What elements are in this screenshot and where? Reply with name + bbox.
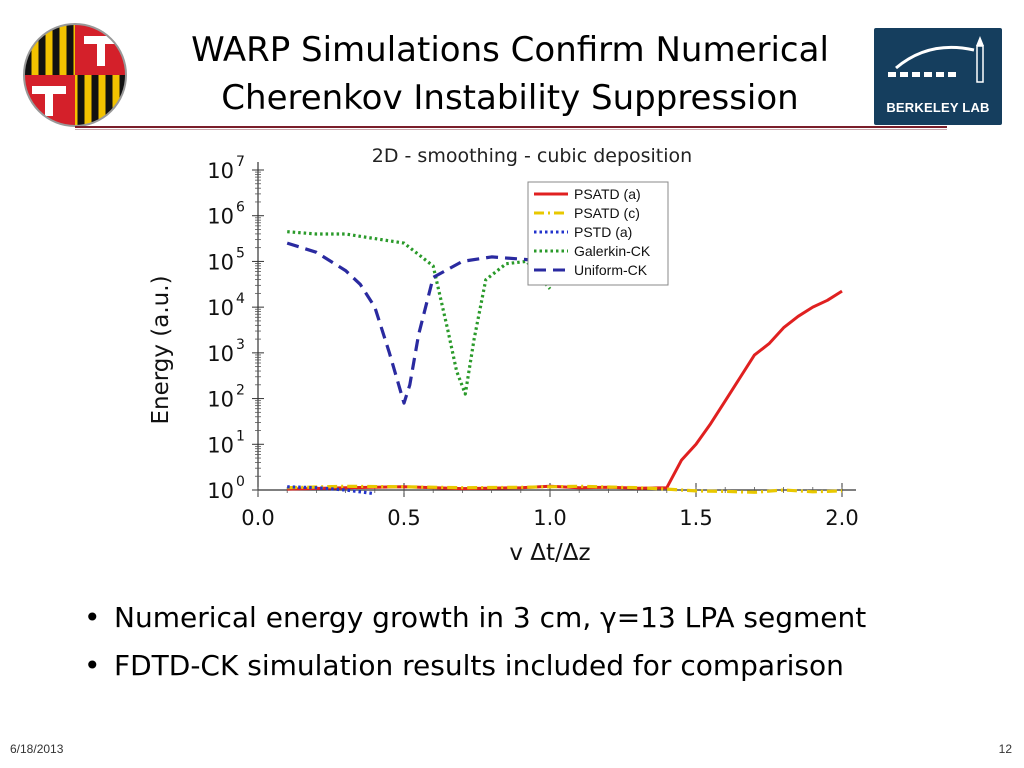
series-line-pstd-a [287,485,376,496]
y-tick-exponent: 6 [236,200,245,216]
bullet-item: • FDTD-CK simulation results included for… [80,642,1000,690]
legend-label: PSATD (a) [574,186,641,202]
berkeley-lab-mark-icon [888,36,984,83]
y-axis-label: Energy (a.u.) [148,275,174,424]
slide-title-line2: Cherenkov Instability Suppression [221,78,799,118]
berkeley-lab-text: BERKELEY LAB [886,100,990,115]
y-tick-label: 10 [207,250,234,274]
title-divider-shadow [75,129,947,130]
bullet-text: Numerical energy growth in 3 cm, γ=13 LP… [114,601,867,634]
university-logo [23,23,127,127]
y-tick-label: 10 [207,479,234,503]
y-tick-label: 10 [207,342,234,366]
chart-series [286,230,843,496]
legend-label: PSATD (c) [574,205,640,221]
x-tick-label: 1.5 [679,506,712,530]
slide-title-line1: WARP Simulations Confirm Numerical [191,30,829,70]
y-tick-exponent: 1 [236,428,245,444]
bullet-text: FDTD-CK simulation results included for … [114,649,844,682]
slide-title: WARP Simulations Confirm Numerical Chere… [130,26,890,122]
legend-label: PSTD (a) [574,224,632,240]
x-tick-label: 1.0 [533,506,566,530]
y-tick-exponent: 3 [236,337,245,353]
y-tick-label: 10 [207,296,234,320]
x-tick-label: 0.5 [387,506,420,530]
energy-chart: 2D - smoothing - cubic deposition 10 0 10 1… [130,140,890,570]
y-tick-label: 10 [207,205,234,229]
title-divider [75,126,947,128]
bullet-item: • Numerical energy growth in 3 cm, γ=13 L… [80,594,1000,642]
y-tick-label: 10 [207,159,234,183]
y-tick-exponent: 7 [236,154,245,170]
y-tick-exponent: 0 [236,474,245,490]
bullet-dot-icon: • [84,601,101,634]
x-tick-label: 2.0 [825,506,858,530]
y-tick-exponent: 5 [236,245,245,261]
bullet-list: • Numerical energy growth in 3 cm, γ=13 L… [80,594,1000,690]
legend-label: Galerkin-CK [574,243,651,259]
series-line-psatd-c [287,484,843,494]
y-tick-exponent: 2 [236,383,245,399]
y-tick-exponent: 4 [236,291,245,307]
bullet-dot-icon: • [84,649,101,682]
berkeley-lab-logo: BERKELEY LAB [874,28,1002,125]
x-tick-label: 0.0 [241,506,274,530]
x-axis-label: v Δt/Δz [509,540,590,566]
page-number: 12 [998,742,1012,756]
chart-legend: PSATD (a) PSATD (c) PSTD (a) Galerkin-CK Uni… [527,181,669,286]
footer-date: 6/18/2013 [10,742,64,756]
chart-title: 2D - smoothing - cubic deposition [372,145,692,167]
series-line-uniform-ck [286,241,551,405]
legend-label: Uniform-CK [574,262,648,278]
y-tick-label: 10 [207,433,234,457]
series-line-psatd-a [287,289,843,491]
series-line-galerkin-ck [287,230,552,396]
y-tick-label: 10 [207,388,234,412]
